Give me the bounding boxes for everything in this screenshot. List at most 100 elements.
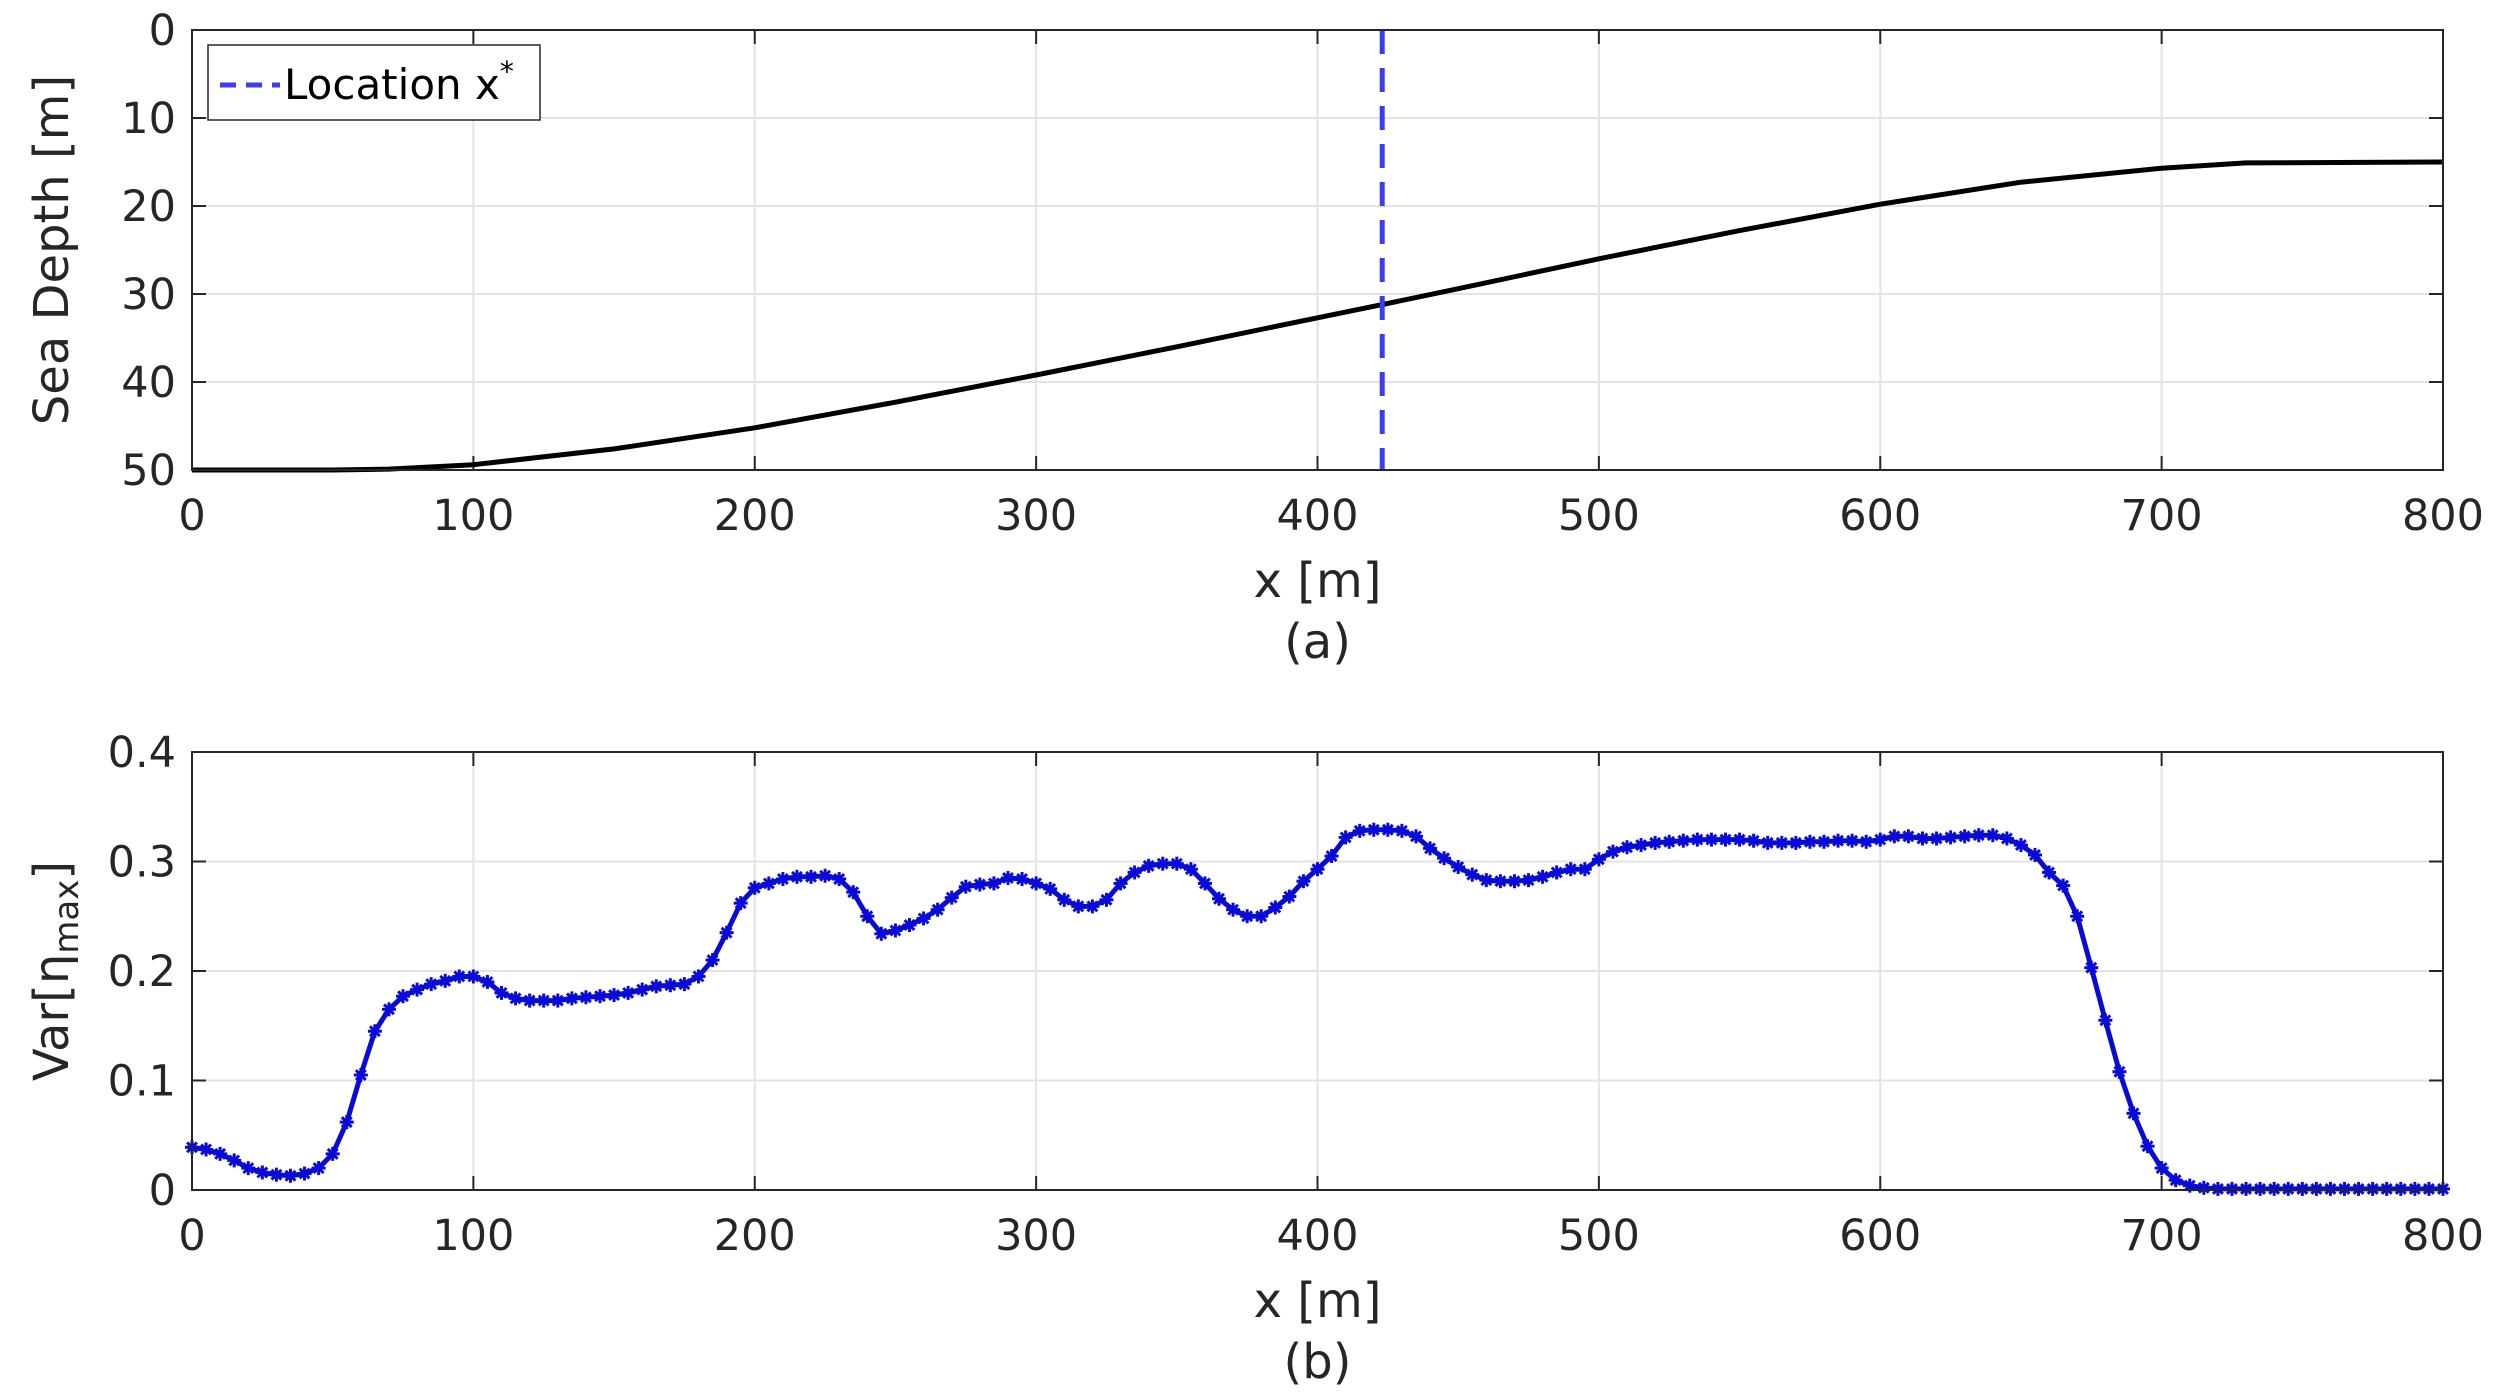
- data-point: [1338, 830, 1353, 845]
- data-point: [1197, 876, 1212, 891]
- x-tick-label: 200: [714, 1211, 796, 1261]
- data-point: [2365, 1181, 2380, 1196]
- data-point: [972, 877, 987, 892]
- data-point: [2421, 1181, 2436, 1196]
- y-tick-label: 50: [121, 446, 176, 496]
- data-point: [1648, 835, 1663, 850]
- tick-labels-a: 0 100 200 300 400 500 600 700 800 0 10 20 30 40 50: [121, 6, 2484, 541]
- data-point: [522, 993, 537, 1008]
- data-point: [1507, 874, 1522, 889]
- data-point: [2140, 1139, 2155, 1154]
- data-point: [1620, 840, 1635, 855]
- data-point: [1254, 909, 1269, 924]
- data-point: [1915, 831, 1930, 846]
- x-tick-label: 0: [178, 1211, 205, 1261]
- data-point: [1057, 892, 1072, 907]
- data-point: [1310, 862, 1325, 877]
- data-point: [1099, 892, 1114, 907]
- data-point: [958, 879, 973, 894]
- data-point: [452, 969, 467, 984]
- data-point: [1493, 874, 1508, 889]
- data-point: [2295, 1181, 2310, 1196]
- data-point: [353, 1068, 368, 1083]
- data-point: [2267, 1181, 2282, 1196]
- x-tick-label: 300: [995, 491, 1077, 541]
- x-tick-label: 500: [1558, 491, 1640, 541]
- x-tick-label: 400: [1276, 491, 1358, 541]
- data-point: [1071, 899, 1086, 914]
- data-point: [283, 1168, 298, 1183]
- data-point: [832, 872, 847, 887]
- data-point: [2112, 1064, 2127, 1079]
- caption-b: (b): [1284, 1334, 1352, 1390]
- data-point: [1437, 851, 1452, 866]
- x-tick-label: 800: [2402, 1211, 2484, 1261]
- data-point: [761, 876, 776, 891]
- data-point: [1408, 829, 1423, 844]
- data-point: [1015, 872, 1030, 887]
- x-axis-label-a: x [m]: [1254, 553, 1382, 609]
- data-point: [508, 991, 523, 1006]
- y-tick-label: 30: [121, 270, 176, 320]
- x-tick-label: 100: [432, 491, 514, 541]
- data-point: [213, 1146, 228, 1161]
- data-point: [1029, 876, 1044, 891]
- data-point: [241, 1161, 256, 1176]
- data-point: [2309, 1181, 2324, 1196]
- data-point: [381, 1002, 396, 1017]
- data-point: [1366, 822, 1381, 837]
- data-point: [733, 896, 748, 911]
- data-point: [1985, 828, 2000, 843]
- legend: Location x*: [207, 44, 541, 121]
- data-point: [1816, 834, 1831, 849]
- x-tick-label: 500: [1558, 1211, 1640, 1261]
- axes-frame-b: [191, 751, 2444, 1191]
- data-point: [1901, 829, 1916, 844]
- data-point: [1324, 849, 1339, 864]
- data-point: [719, 925, 734, 940]
- data-point: [466, 969, 481, 984]
- data-point: [1169, 856, 1184, 871]
- data-point: [311, 1161, 326, 1176]
- y-tick-label: 0: [149, 1166, 176, 1216]
- data-point: [2098, 1013, 2113, 1028]
- data-point: [269, 1167, 284, 1182]
- data-point: [1802, 834, 1817, 849]
- data-point: [888, 923, 903, 938]
- data-point: [1831, 833, 1846, 848]
- data-point: [1380, 822, 1395, 837]
- data-point: [1662, 834, 1677, 849]
- data-point: [2351, 1181, 2366, 1196]
- x-tick-label: 0: [178, 491, 205, 541]
- series-line: [192, 159, 2444, 473]
- legend-label: Location x*: [284, 55, 514, 109]
- data-point: [747, 880, 762, 895]
- data-point: [339, 1115, 354, 1130]
- data-point: [1141, 858, 1156, 873]
- data-point: [1000, 870, 1015, 885]
- data-point: [480, 974, 495, 989]
- y-tick-label: 0.1: [108, 1057, 176, 1107]
- data-point: [536, 993, 551, 1008]
- data-point: [410, 982, 425, 997]
- data-point: [874, 926, 889, 941]
- data-point: [2168, 1173, 2183, 1188]
- data-point: [2393, 1181, 2408, 1196]
- data-point: [986, 876, 1001, 891]
- x-tick-label: 700: [2121, 1211, 2203, 1261]
- data-point: [1113, 876, 1128, 891]
- data-point: [1155, 856, 1170, 871]
- data-point: [1423, 841, 1438, 856]
- data-point: [691, 969, 706, 984]
- y-axis-label-b: Var[ηmax]: [24, 861, 87, 1081]
- data-point: [2253, 1181, 2268, 1196]
- data-point: [2056, 878, 2071, 893]
- data-point: [1451, 859, 1466, 874]
- data-point: [804, 869, 819, 884]
- data-point: [1943, 830, 1958, 845]
- grid-b: [191, 751, 2444, 1191]
- data-point: [635, 982, 650, 997]
- data-point: [2028, 847, 2043, 862]
- data-point: [564, 991, 579, 1006]
